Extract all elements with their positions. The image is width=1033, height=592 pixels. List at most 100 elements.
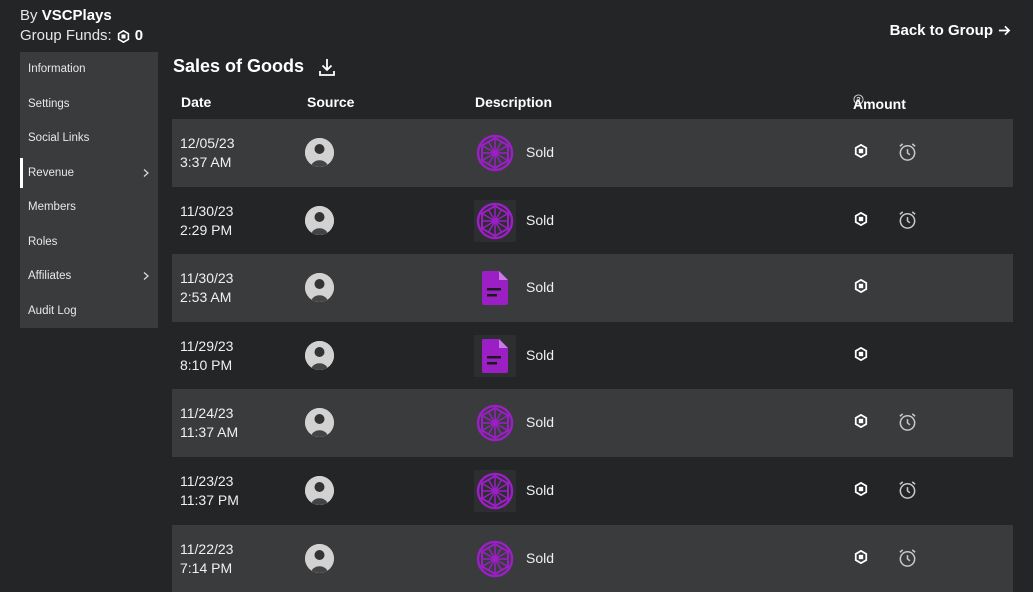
sidebar-item-label: Audit Log	[28, 304, 77, 317]
sidebar-item-audit-log[interactable]: Audit Log	[20, 294, 158, 329]
robux-icon	[854, 414, 868, 429]
sidebar-item-label: Settings	[28, 97, 70, 110]
date-cell: 11/24/23 11:37 AM	[180, 404, 238, 442]
pending-clock-icon	[899, 143, 916, 161]
sidebar-item-roles[interactable]: Roles	[20, 225, 158, 260]
sale-time: 7:14 PM	[180, 559, 233, 576]
group-funds-line: Group Funds: 0	[20, 26, 143, 46]
back-to-group-link[interactable]: Back to Group	[890, 22, 1011, 39]
item-thumbnail[interactable]	[474, 334, 516, 377]
sale-time: 3:37 AM	[180, 154, 232, 170]
table-row: 11/24/23 11:37 AM Sold	[172, 389, 1013, 457]
back-to-group-label: Back to Group	[889, 22, 993, 39]
table-header: Date Source Description Amount ?	[173, 92, 1013, 114]
pending-clock-icon	[899, 548, 916, 567]
sale-description: Sold	[526, 211, 555, 228]
by-prefix: By	[20, 7, 38, 24]
user-avatar-icon	[305, 273, 334, 303]
column-header-amount-label: Amount	[853, 96, 906, 112]
user-avatar-icon	[305, 408, 334, 438]
source-avatar[interactable]	[305, 543, 334, 573]
svg-text:?: ?	[856, 95, 861, 104]
column-header-source: Source	[307, 94, 355, 110]
column-header-description: Description	[475, 94, 553, 110]
user-avatar-icon	[305, 543, 334, 573]
sale-date: 11/22/23	[180, 540, 234, 557]
item-thumbnail[interactable]	[474, 132, 516, 174]
date-cell: 11/30/23 2:29 PM	[180, 202, 233, 240]
group-owner-name[interactable]: VSCPlays	[41, 7, 112, 24]
sidebar-item-information[interactable]: Information	[20, 52, 158, 87]
sidebar-item-revenue[interactable]: Revenue	[20, 156, 158, 191]
sidebar-item-affiliates[interactable]: Affiliates	[20, 259, 158, 294]
source-avatar[interactable]	[305, 408, 334, 438]
date-cell: 11/30/23 2:53 AM	[180, 269, 233, 307]
sidebar-item-label: Members	[28, 201, 76, 214]
sidebar-item-label: Social Links	[28, 132, 90, 145]
item-thumbnail[interactable]	[474, 199, 516, 242]
table-row: 11/29/23 8:10 PM Sold	[172, 321, 1013, 390]
column-header-date: Date	[181, 94, 212, 110]
table-row: 12/05/23 3:37 AM Sold	[172, 119, 1013, 187]
robux-icon	[854, 481, 868, 496]
document-icon	[482, 271, 508, 306]
sidebar-item-label: Information	[28, 63, 86, 76]
date-cell: 11/23/23 11:37 PM	[180, 472, 239, 510]
robux-icon	[854, 346, 868, 361]
sidebar-item-label: Roles	[28, 235, 58, 248]
table-row: 11/22/23 7:14 PM Sold	[172, 524, 1013, 592]
sidebar-item-settings[interactable]: Settings	[20, 87, 158, 122]
info-icon[interactable]: ?	[853, 94, 864, 105]
download-icon[interactable]	[318, 57, 336, 77]
sale-time: 11:37 AM	[180, 424, 239, 441]
pending-clock-icon	[899, 481, 916, 499]
sale-date: 11/29/23	[180, 337, 234, 354]
source-avatar[interactable]	[305, 138, 334, 167]
group-owner-line: By VSCPlays	[20, 6, 143, 26]
date-cell: 11/29/23 8:10 PM	[180, 337, 233, 375]
user-avatar-icon	[305, 138, 334, 167]
gem-icon	[476, 472, 514, 510]
source-avatar[interactable]	[305, 340, 334, 370]
chevron-right-icon	[143, 272, 149, 281]
sale-description: Sold	[526, 549, 555, 566]
column-header-amount: Amount ?	[853, 94, 906, 112]
sale-date: 11/23/23	[180, 472, 234, 489]
sale-date: 12/05/23	[180, 135, 235, 151]
arrow-right-icon	[998, 25, 1011, 36]
robux-icon	[854, 549, 868, 564]
sale-time: 2:29 PM	[180, 221, 233, 238]
source-avatar[interactable]	[305, 475, 334, 505]
date-cell: 12/05/23 3:37 AM	[180, 134, 235, 172]
source-avatar[interactable]	[305, 205, 334, 235]
robux-icon	[854, 144, 868, 158]
pending-clock-icon	[899, 413, 916, 432]
group-funds-label: Group Funds:	[20, 27, 112, 44]
user-avatar-icon	[305, 475, 334, 505]
gem-icon	[476, 134, 514, 172]
sale-description: Sold	[526, 346, 555, 363]
date-cell: 11/22/23 7:14 PM	[180, 540, 233, 578]
sidebar-item-label: Affiliates	[28, 270, 72, 283]
table-row: 11/23/23 11:37 PM Sold	[172, 456, 1013, 525]
item-thumbnail[interactable]	[474, 402, 516, 444]
gem-icon	[476, 540, 514, 577]
table-row: 11/30/23 2:29 PM Sold	[172, 186, 1013, 255]
item-thumbnail[interactable]	[474, 469, 516, 512]
robux-icon	[854, 279, 868, 294]
item-thumbnail[interactable]	[474, 538, 516, 580]
sale-description: Sold	[526, 414, 555, 431]
sidebar-item-label: Revenue	[28, 166, 75, 179]
sidebar-item-members[interactable]: Members	[20, 190, 158, 225]
item-thumbnail[interactable]	[474, 267, 516, 309]
sidebar-item-social-links[interactable]: Social Links	[20, 121, 158, 156]
gem-icon	[476, 202, 514, 239]
source-avatar[interactable]	[305, 273, 334, 303]
page-title: Sales of Goods	[173, 56, 305, 76]
sidebar-nav: Information Settings Social Links Revenu…	[20, 52, 158, 328]
page-title-row: Sales of Goods	[173, 56, 336, 77]
sale-description: Sold	[526, 279, 555, 296]
sale-date: 11/30/23	[180, 270, 234, 287]
sale-date: 11/24/23	[180, 405, 234, 422]
document-icon	[482, 338, 508, 373]
